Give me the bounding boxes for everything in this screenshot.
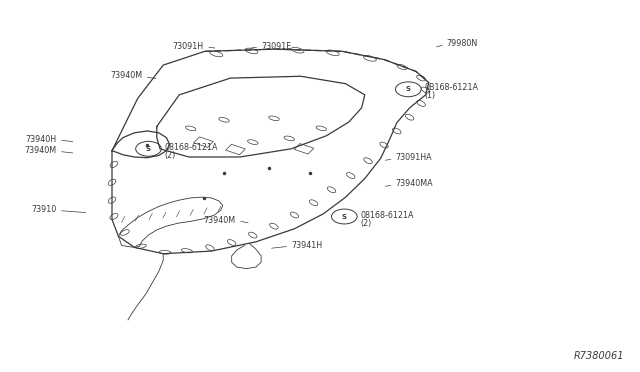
Text: 0B168-6121A: 0B168-6121A: [424, 83, 478, 92]
Text: S: S: [342, 214, 347, 219]
Text: 73940M: 73940M: [110, 71, 142, 80]
Text: 73941H: 73941H: [291, 241, 323, 250]
Text: (2): (2): [164, 151, 176, 160]
Text: 73940M: 73940M: [204, 216, 236, 225]
Text: 73091E: 73091E: [261, 42, 291, 51]
Text: (2): (2): [360, 219, 372, 228]
Text: R7380061: R7380061: [573, 351, 624, 361]
Text: 73091HA: 73091HA: [396, 153, 432, 162]
Text: S: S: [146, 146, 151, 152]
Text: 73091H: 73091H: [172, 42, 204, 51]
Text: 08168-6121A: 08168-6121A: [164, 143, 218, 152]
Text: (1): (1): [424, 92, 435, 100]
Text: 08168-6121A: 08168-6121A: [360, 211, 414, 219]
Text: 73940M: 73940M: [24, 146, 56, 155]
Text: 73910: 73910: [31, 205, 56, 214]
Text: S: S: [406, 86, 411, 92]
Text: 73940H: 73940H: [25, 135, 56, 144]
Text: 73940MA: 73940MA: [396, 179, 433, 188]
Text: 79980N: 79980N: [447, 39, 478, 48]
